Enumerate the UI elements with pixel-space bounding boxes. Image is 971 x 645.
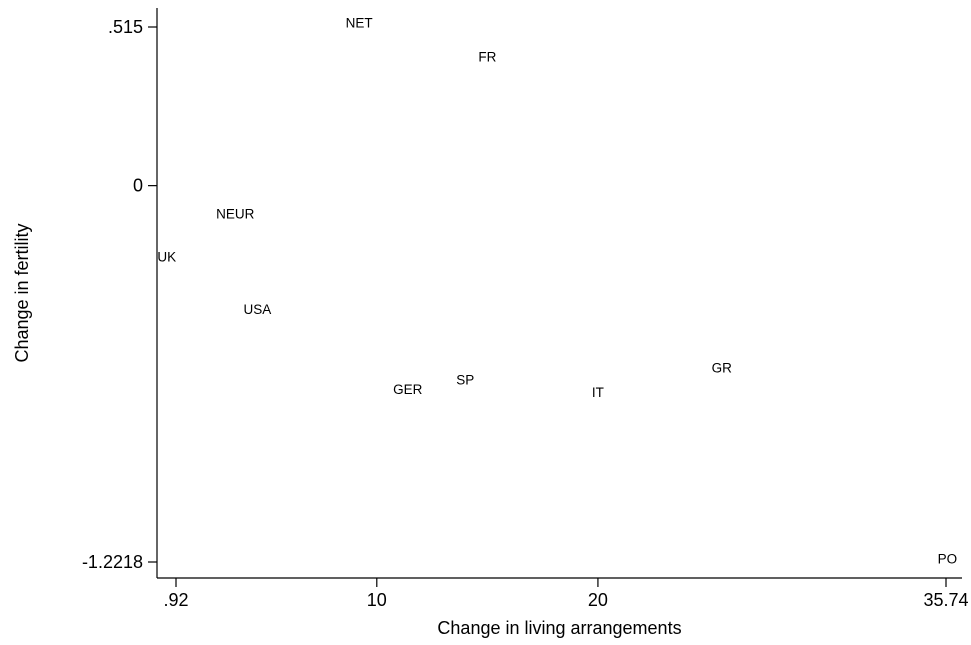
y-tick-label: 0 bbox=[133, 176, 143, 196]
point-label-ger: GER bbox=[393, 382, 423, 397]
x-ticks: .92 10 20 35.74 bbox=[163, 578, 969, 610]
point-label-usa: USA bbox=[243, 302, 271, 317]
point-label-sp: SP bbox=[456, 373, 474, 388]
y-ticks: .515 0 -1.2218 bbox=[82, 17, 157, 572]
point-label-it: IT bbox=[592, 385, 604, 400]
y-tick-label: -1.2218 bbox=[82, 552, 143, 572]
x-tick-label: 20 bbox=[588, 590, 608, 610]
y-axis-title: Change in fertility bbox=[12, 223, 32, 362]
point-label-net: NET bbox=[346, 15, 373, 30]
x-axis-title: Change in living arrangements bbox=[437, 618, 681, 638]
axes bbox=[156, 8, 962, 579]
x-tick-label: .92 bbox=[163, 590, 188, 610]
y-tick-label: .515 bbox=[108, 17, 143, 37]
x-tick-label: 35.74 bbox=[923, 590, 968, 610]
x-tick-label: 10 bbox=[367, 590, 387, 610]
point-label-po: PO bbox=[938, 551, 958, 566]
point-label-neur: NEUR bbox=[216, 206, 255, 221]
point-label-gr: GR bbox=[712, 360, 733, 375]
point-labels: NET FR NEUR UK USA GER SP IT GR PO bbox=[157, 15, 957, 566]
point-label-uk: UK bbox=[157, 249, 176, 264]
point-label-fr: FR bbox=[478, 49, 496, 64]
